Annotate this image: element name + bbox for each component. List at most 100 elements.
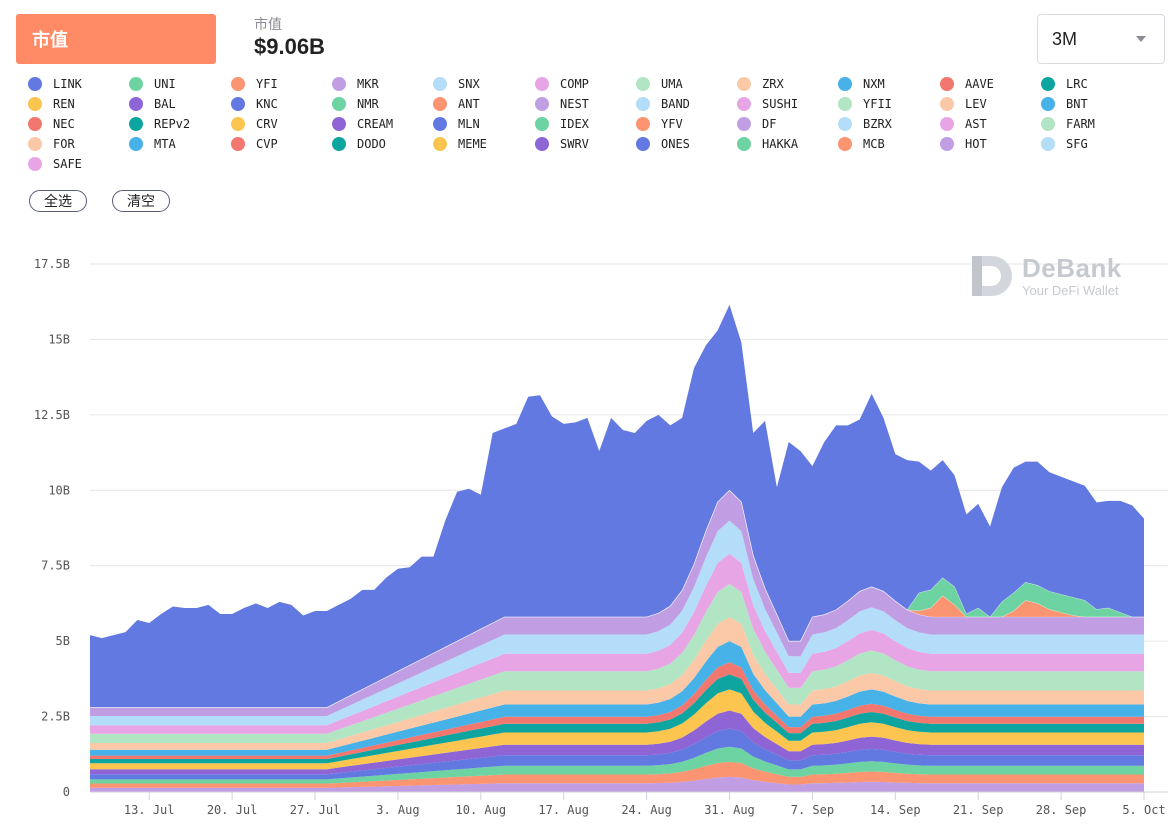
legend-item-idex[interactable]: IDEX <box>535 117 589 131</box>
legend-item-ant[interactable]: ANT <box>433 97 480 111</box>
legend-dot-icon <box>231 137 245 151</box>
legend-dot-icon <box>636 77 650 91</box>
legend-item-sfg[interactable]: SFG <box>1041 137 1088 151</box>
legend-label: BAND <box>661 97 690 111</box>
chevron-down-icon <box>1136 36 1146 42</box>
legend-item-yfii[interactable]: YFII <box>838 97 892 111</box>
x-tick-label: 27. Jul <box>290 803 341 817</box>
legend-item-comp[interactable]: COMP <box>535 77 589 91</box>
legend-item-farm[interactable]: FARM <box>1041 117 1095 131</box>
legend-label: LRC <box>1066 77 1088 91</box>
legend-dot-icon <box>231 77 245 91</box>
legend-item-link[interactable]: LINK <box>28 77 82 91</box>
legend-dot-icon <box>940 97 954 111</box>
legend-item-snx[interactable]: SNX <box>433 77 480 91</box>
legend-item-dodo[interactable]: DODO <box>332 137 386 151</box>
legend-item-cream[interactable]: CREAM <box>332 117 393 131</box>
series-area-uni <box>90 490 1144 708</box>
legend-item-df[interactable]: DF <box>737 117 776 131</box>
legend-item-sushi[interactable]: SUSHI <box>737 97 798 111</box>
x-tick-label: 20. Jul <box>207 803 258 817</box>
legend-item-mta[interactable]: MTA <box>129 137 176 151</box>
legend-item-cvp[interactable]: CVP <box>231 137 278 151</box>
y-tick-label: 10B <box>48 483 70 497</box>
legend-item-ast[interactable]: AST <box>940 117 987 131</box>
legend-dot-icon <box>737 117 751 131</box>
legend-item-aave[interactable]: AAVE <box>940 77 994 91</box>
y-tick-label: 7.5B <box>41 559 70 573</box>
legend-label: REN <box>53 97 75 111</box>
legend-dot-icon <box>332 77 346 91</box>
legend-item-knc[interactable]: KNC <box>231 97 278 111</box>
legend-item-mln[interactable]: MLN <box>433 117 480 131</box>
legend-dot-icon <box>1041 117 1055 131</box>
legend-item-ren[interactable]: REN <box>28 97 75 111</box>
legend-label: BNT <box>1066 97 1088 111</box>
legend-dot-icon <box>535 117 549 131</box>
legend-dot-icon <box>636 117 650 131</box>
x-tick-label: 7. Sep <box>791 803 834 817</box>
legend-item-lev[interactable]: LEV <box>940 97 987 111</box>
legend-label: SWRV <box>560 137 589 151</box>
clear-button[interactable]: 清空 <box>112 190 170 212</box>
legend-label: DF <box>762 117 777 131</box>
legend-item-uma[interactable]: UMA <box>636 77 683 91</box>
y-tick-label: 0 <box>63 785 70 799</box>
legend-item-for[interactable]: FOR <box>28 137 75 151</box>
legend-item-safe[interactable]: SAFE <box>28 157 82 171</box>
time-range-select[interactable]: 3M <box>1037 14 1165 64</box>
x-tick-label: 5. Oct <box>1122 803 1165 817</box>
y-tick-label: 2.5B <box>41 710 70 724</box>
legend-dot-icon <box>1041 137 1055 151</box>
select-all-button[interactable]: 全选 <box>29 190 87 212</box>
legend-dot-icon <box>535 97 549 111</box>
legend-item-bnt[interactable]: BNT <box>1041 97 1088 111</box>
legend-label: NEST <box>560 97 589 111</box>
legend-dot-icon <box>838 77 852 91</box>
legend-label: UNI <box>154 77 176 91</box>
legend-item-swrv[interactable]: SWRV <box>535 137 589 151</box>
legend-item-yfv[interactable]: YFV <box>636 117 683 131</box>
legend-dot-icon <box>737 137 751 151</box>
legend-label: CREAM <box>357 117 394 131</box>
legend-label: NXM <box>863 77 885 91</box>
legend-label: CRV <box>256 117 278 131</box>
legend-item-band[interactable]: BAND <box>636 97 690 111</box>
legend-item-bal[interactable]: BAL <box>129 97 176 111</box>
legend-label: MCB <box>863 137 885 151</box>
legend-item-hakka[interactable]: HAKKA <box>737 137 798 151</box>
legend-item-mkr[interactable]: MKR <box>332 77 379 91</box>
legend-dot-icon <box>838 97 852 111</box>
legend-item-zrx[interactable]: ZRX <box>737 77 784 91</box>
legend-item-meme[interactable]: MEME <box>433 137 487 151</box>
legend-dot-icon <box>332 117 346 131</box>
legend-item-nxm[interactable]: NXM <box>838 77 885 91</box>
legend-label: IDEX <box>560 117 589 131</box>
legend-label: BZRX <box>863 117 892 131</box>
legend-label: SAFE <box>53 157 82 171</box>
legend-label: KNC <box>256 97 278 111</box>
legend-item-nmr[interactable]: NMR <box>332 97 379 111</box>
legend-dot-icon <box>737 97 751 111</box>
legend-item-crv[interactable]: CRV <box>231 117 278 131</box>
legend-item-nest[interactable]: NEST <box>535 97 589 111</box>
legend-item-lrc[interactable]: LRC <box>1041 77 1088 91</box>
legend-item-yfi[interactable]: YFI <box>231 77 278 91</box>
y-tick-label: 17.5B <box>34 257 70 271</box>
legend-label: MTA <box>154 137 176 151</box>
legend-item-bzrx[interactable]: BZRX <box>838 117 892 131</box>
x-tick-label: 10. Aug <box>456 803 507 817</box>
legend-dot-icon <box>1041 97 1055 111</box>
legend-item-ones[interactable]: ONES <box>636 137 690 151</box>
legend-item-nec[interactable]: NEC <box>28 117 75 131</box>
legend-item-hot[interactable]: HOT <box>940 137 987 151</box>
legend-item-uni[interactable]: UNI <box>129 77 176 91</box>
legend-label: ANT <box>458 97 480 111</box>
legend-dot-icon <box>28 117 42 131</box>
legend-item-mcb[interactable]: MCB <box>838 137 885 151</box>
legend-item-repv2[interactable]: REPv2 <box>129 117 190 131</box>
debank-logo-icon <box>972 256 1012 296</box>
metric-tab-market-cap[interactable]: 市值 <box>16 14 216 64</box>
time-range-value: 3M <box>1052 28 1078 49</box>
legend-label: MLN <box>458 117 480 131</box>
